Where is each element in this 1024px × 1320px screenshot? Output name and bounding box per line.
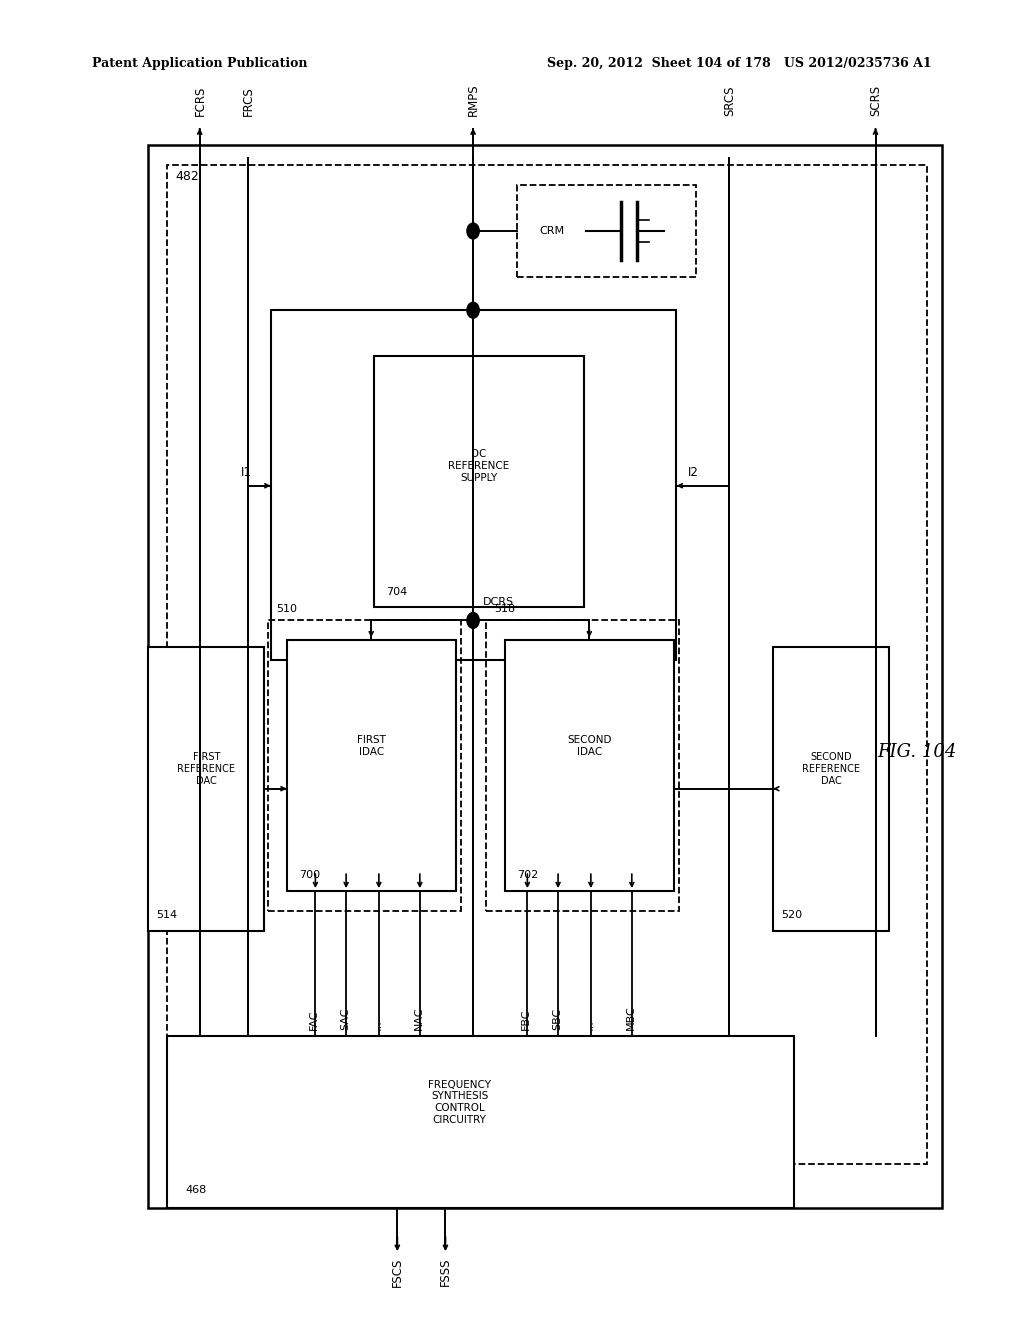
- Text: 704: 704: [386, 586, 408, 597]
- Text: FAC: FAC: [309, 1008, 319, 1030]
- Text: ...: ...: [585, 1019, 595, 1030]
- Text: 520: 520: [781, 909, 803, 920]
- Circle shape: [467, 302, 479, 318]
- Text: ...: ...: [373, 1019, 383, 1030]
- Text: SRCS: SRCS: [723, 86, 736, 116]
- Text: FCRS: FCRS: [194, 86, 207, 116]
- Text: FRCS: FRCS: [242, 86, 255, 116]
- Text: Patent Application Publication: Patent Application Publication: [92, 57, 307, 70]
- Text: 702: 702: [517, 870, 539, 880]
- Bar: [287, 640, 456, 891]
- Text: 482: 482: [175, 170, 199, 183]
- Text: DC
REFERENCE
SUPPLY: DC REFERENCE SUPPLY: [449, 449, 509, 483]
- Bar: [167, 1036, 794, 1208]
- Text: SECOND
REFERENCE
DAC: SECOND REFERENCE DAC: [802, 752, 860, 785]
- Text: RMPS: RMPS: [467, 83, 480, 116]
- Bar: [268, 620, 461, 911]
- Text: I2: I2: [688, 466, 699, 479]
- Bar: [505, 640, 674, 891]
- Text: FSSS: FSSS: [439, 1258, 453, 1287]
- Text: SECOND
IDAC: SECOND IDAC: [567, 735, 611, 756]
- Text: 518: 518: [495, 603, 516, 614]
- Text: SAC: SAC: [340, 1007, 350, 1030]
- Bar: [374, 356, 584, 607]
- Bar: [148, 145, 942, 1208]
- Text: 510: 510: [276, 603, 298, 614]
- Text: Sep. 20, 2012  Sheet 104 of 178   US 2012/0235736 A1: Sep. 20, 2012 Sheet 104 of 178 US 2012/0…: [547, 57, 932, 70]
- Bar: [148, 647, 264, 931]
- Bar: [271, 310, 676, 660]
- Text: CRM: CRM: [540, 226, 565, 236]
- Text: I1: I1: [241, 466, 252, 479]
- Bar: [167, 165, 927, 1164]
- Text: FREQUENCY
SYNTHESIS
CONTROL
CIRCUITRY: FREQUENCY SYNTHESIS CONTROL CIRCUITRY: [428, 1080, 492, 1125]
- Circle shape: [467, 612, 479, 628]
- Bar: [486, 620, 679, 911]
- Text: FSCS: FSCS: [391, 1258, 404, 1287]
- Text: SBC: SBC: [552, 1007, 562, 1030]
- Text: NAC: NAC: [414, 1006, 424, 1030]
- Text: FIRST
IDAC: FIRST IDAC: [356, 735, 386, 756]
- Text: FIG. 104: FIG. 104: [877, 743, 956, 762]
- Text: 514: 514: [157, 909, 178, 920]
- Text: DCRS: DCRS: [483, 597, 514, 607]
- Text: SCRS: SCRS: [869, 84, 883, 116]
- Text: FBC: FBC: [521, 1008, 531, 1030]
- Circle shape: [467, 223, 479, 239]
- Text: 700: 700: [299, 870, 321, 880]
- Bar: [773, 647, 889, 931]
- Text: 468: 468: [185, 1184, 207, 1195]
- Bar: [517, 185, 696, 277]
- Text: FIRST
REFERENCE
DAC: FIRST REFERENCE DAC: [177, 752, 236, 785]
- Text: MBC: MBC: [626, 1005, 636, 1030]
